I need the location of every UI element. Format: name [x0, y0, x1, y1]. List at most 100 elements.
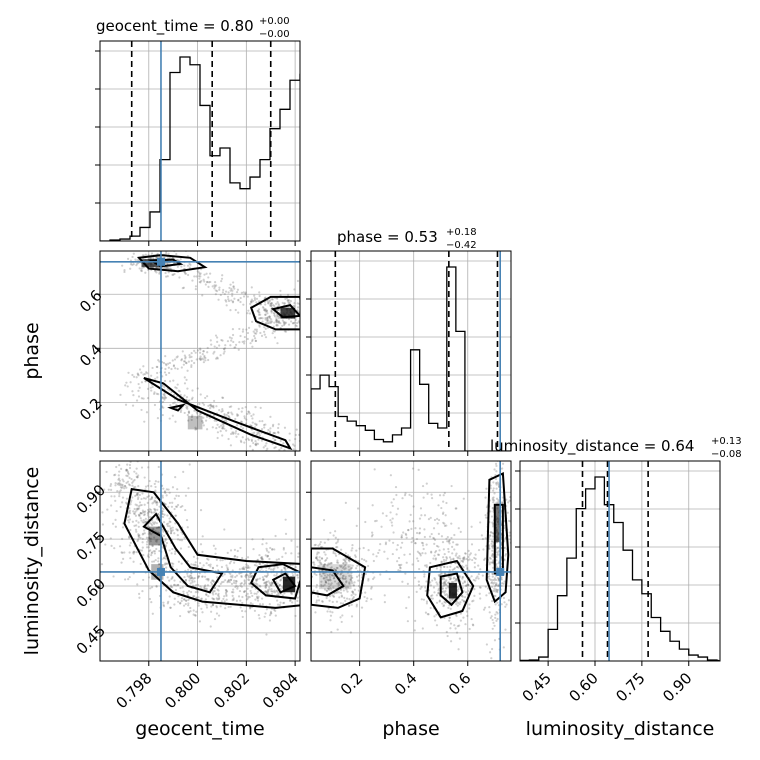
distance-hist-frame [519, 460, 721, 662]
sample-point [232, 432, 235, 436]
sample-point [456, 543, 459, 546]
sample-point [182, 363, 185, 366]
sample-point [270, 318, 273, 321]
sample-point [141, 590, 144, 593]
sample-point [214, 334, 218, 337]
sample-point [267, 590, 270, 593]
sample-point [491, 532, 494, 535]
sample-point [114, 499, 117, 502]
sample-point [111, 522, 115, 525]
svg-text:phase = 0.53: phase = 0.53 [337, 228, 438, 246]
sample-point [195, 427, 198, 431]
sample-point [241, 452, 243, 454]
sample-point [225, 589, 228, 592]
sample-point [204, 283, 207, 286]
sample-point [196, 591, 199, 594]
sample-point [265, 608, 268, 611]
sample-point [465, 610, 468, 613]
sample-point [269, 415, 272, 418]
sample-point [251, 338, 254, 341]
sample-point [229, 549, 233, 552]
sample-point [332, 577, 336, 580]
sample-point [147, 516, 150, 519]
sample-point [149, 386, 152, 389]
sample-point [306, 581, 308, 583]
sample-point [139, 517, 142, 520]
sample-point [150, 496, 154, 499]
sample-point [488, 556, 492, 559]
sample-point [157, 480, 160, 483]
sample-point [452, 557, 455, 560]
sample-point [257, 311, 260, 314]
sample-point [169, 267, 172, 270]
sample-point [473, 566, 476, 569]
sample-point [457, 601, 460, 604]
sample-point [315, 583, 319, 587]
sample-point [445, 556, 448, 559]
sample-point [255, 297, 259, 300]
sample-point [276, 599, 279, 602]
sample-point [269, 610, 273, 613]
sample-point [342, 565, 345, 568]
sample-point [224, 290, 228, 293]
sample-point [154, 489, 157, 492]
sample-point [189, 577, 192, 580]
sample-point [137, 521, 140, 524]
sample-point [302, 326, 304, 328]
sample-point [191, 576, 194, 579]
sample-point [432, 586, 436, 589]
sample-point [143, 420, 146, 423]
sample-point [485, 487, 488, 490]
sample-point [457, 556, 460, 560]
sample-point [383, 594, 386, 597]
sample-point [137, 474, 140, 477]
sample-point [216, 357, 219, 360]
sample-point [212, 593, 215, 596]
sample-point [204, 356, 207, 360]
sample-point [141, 533, 144, 536]
sample-point [456, 556, 459, 559]
sample-point [181, 505, 184, 508]
sample-point [304, 588, 306, 590]
sample-point [173, 597, 176, 600]
sample-point [232, 285, 235, 288]
sample-point [328, 588, 331, 591]
sample-point [373, 576, 376, 579]
sample-point [493, 581, 496, 584]
sample-point [490, 542, 493, 545]
sample-point [172, 379, 175, 382]
sample-point [275, 317, 278, 320]
svg-text:+0.13: +0.13 [711, 436, 742, 447]
sample-point [195, 411, 198, 414]
sample-point [455, 579, 458, 582]
sample-point [421, 542, 425, 545]
sample-point [173, 507, 176, 511]
sample-point [408, 553, 412, 556]
sample-point [325, 576, 328, 579]
sample-point [296, 545, 299, 548]
sample-point [453, 567, 457, 570]
sample-point [399, 566, 402, 569]
sample-point [203, 354, 206, 358]
sample-point [381, 512, 385, 515]
sample-point [202, 564, 205, 567]
sample-point [213, 350, 216, 353]
sample-point [496, 601, 499, 604]
sample-point [243, 579, 246, 582]
sample-point [227, 578, 231, 582]
sample-point [216, 576, 219, 579]
sample-point [323, 564, 326, 567]
sample-point [258, 434, 261, 437]
sample-point [169, 585, 172, 588]
sample-point [491, 521, 494, 524]
sample-point [113, 495, 116, 498]
sample-point [477, 572, 480, 576]
sample-point [398, 564, 402, 567]
sample-point [449, 575, 452, 578]
sample-point [457, 527, 460, 530]
sample-point [470, 575, 473, 578]
sample-point [237, 299, 240, 302]
sample-point [212, 352, 215, 355]
sample-point [242, 328, 245, 331]
sample-point [129, 503, 132, 506]
